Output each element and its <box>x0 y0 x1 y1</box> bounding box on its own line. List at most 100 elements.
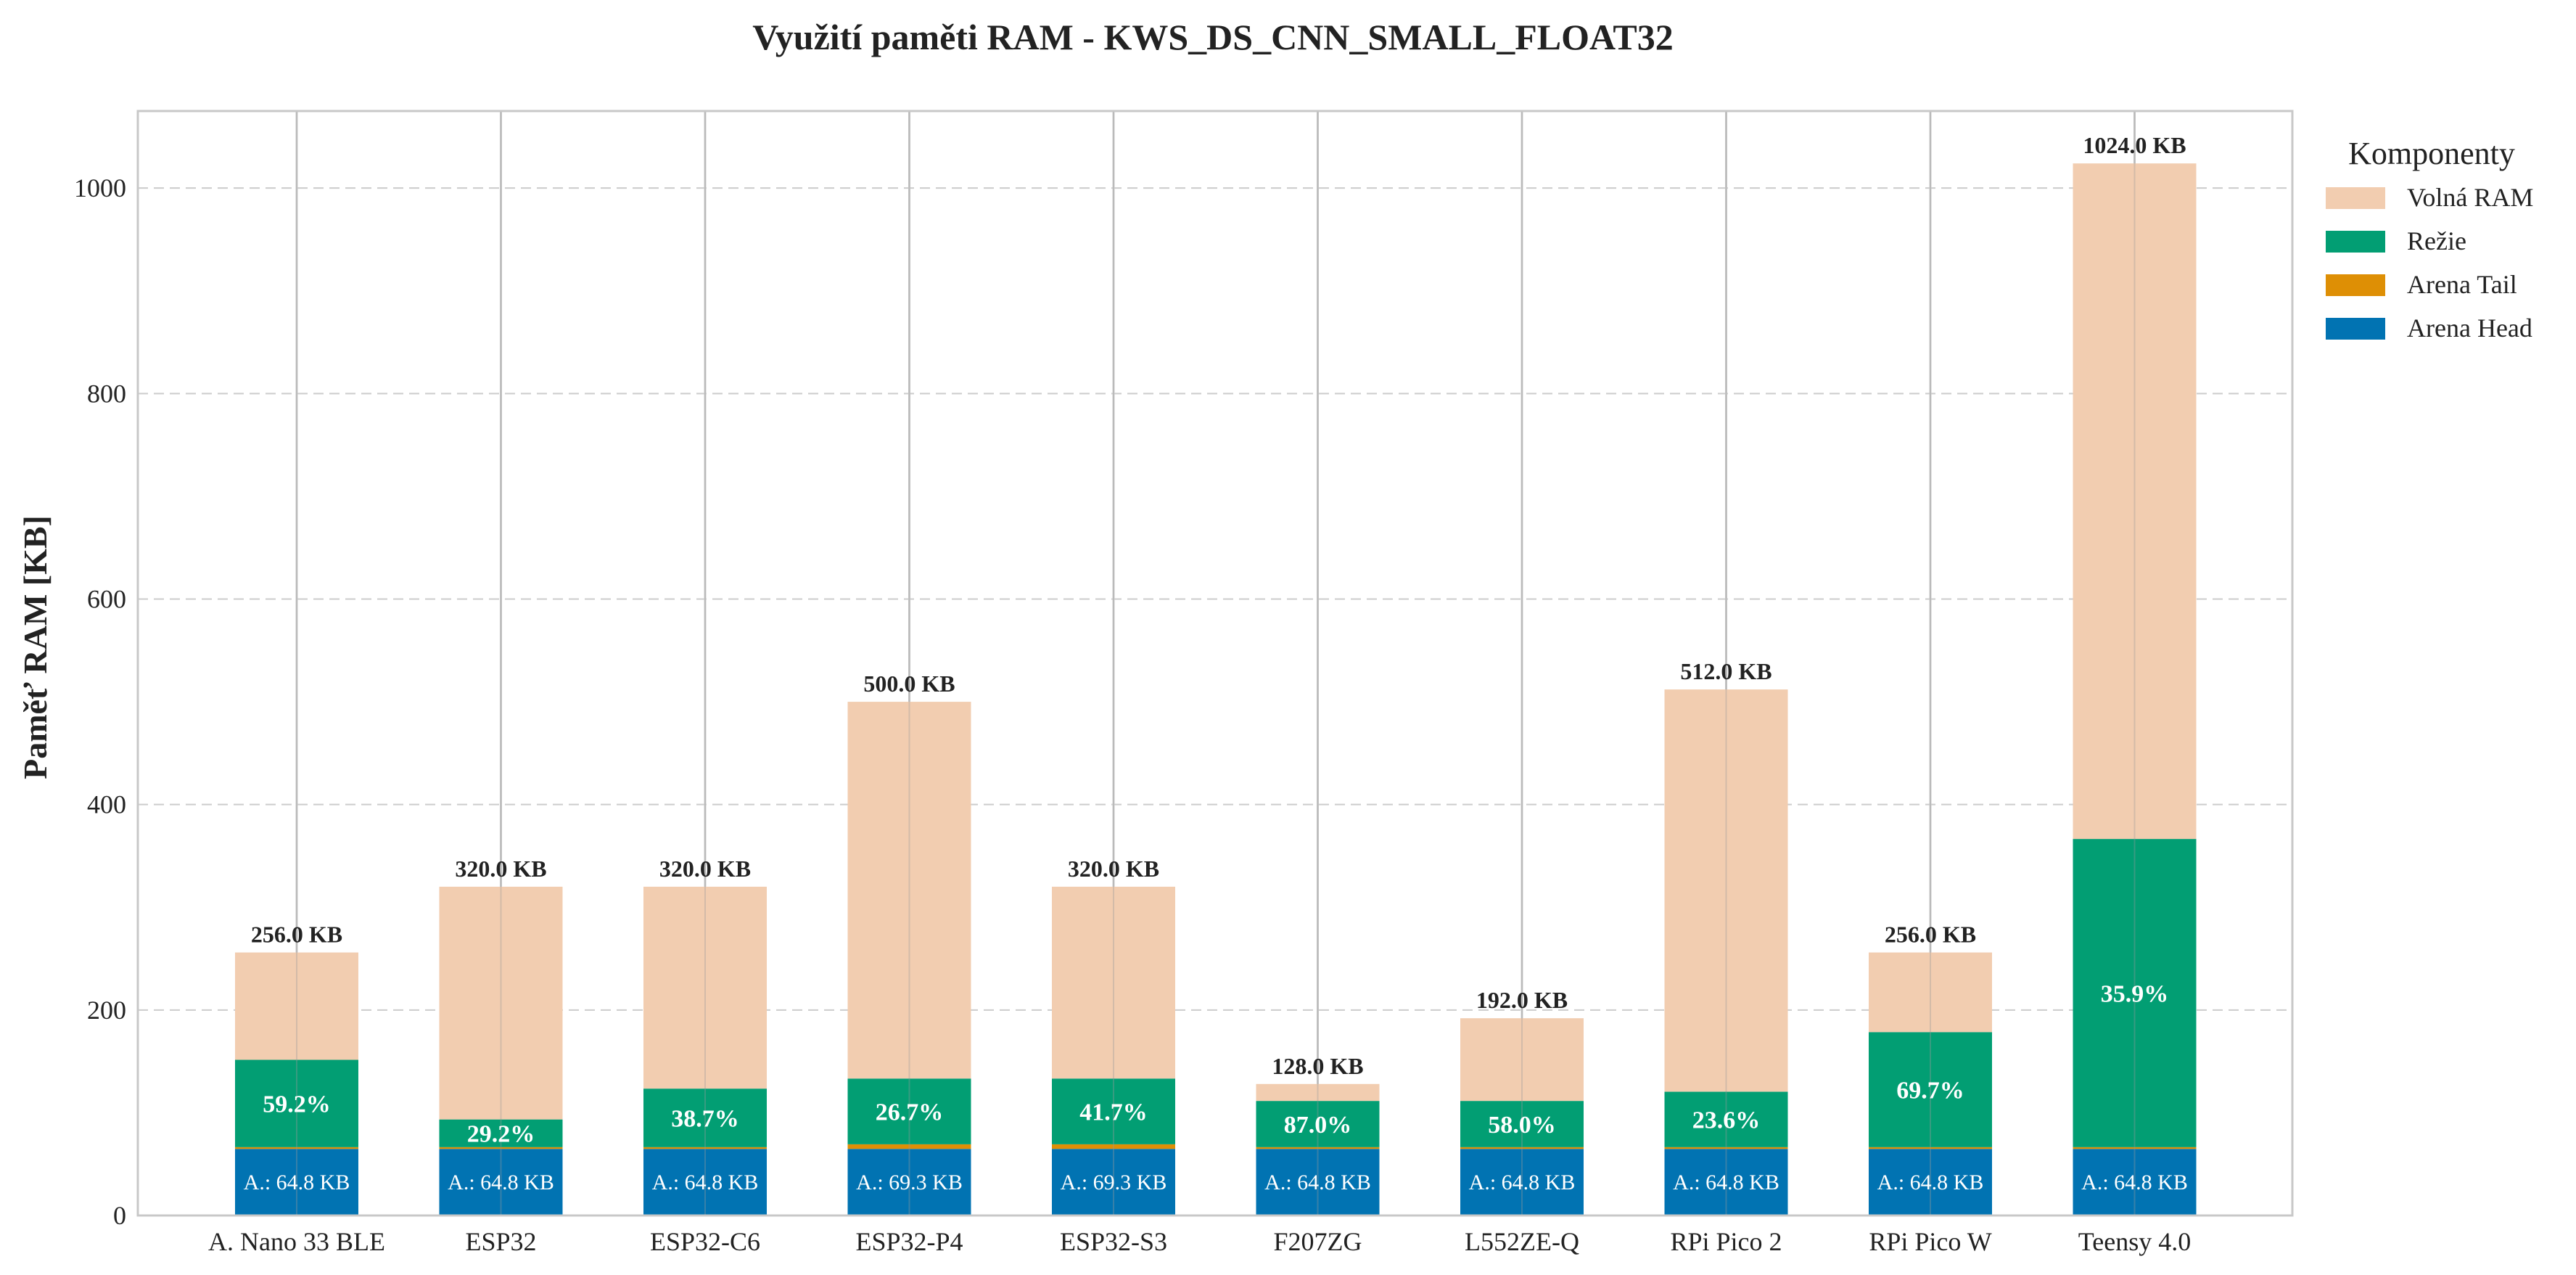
bar-arena-head <box>1869 1149 1992 1215</box>
legend-entry-label: Arena Head <box>2407 313 2532 343</box>
bar-voln-ram <box>643 886 767 1089</box>
bar-re-ie <box>1664 1091 1788 1147</box>
bar-arena-head <box>1664 1149 1788 1215</box>
bar-voln-ram <box>1460 1018 1584 1102</box>
bar-re-ie <box>2073 839 2197 1147</box>
bar-voln-ram <box>2073 163 2197 840</box>
bar-voln-ram <box>847 702 971 1079</box>
percent-label: 35.9% <box>2101 980 2169 1007</box>
total-value-label: 500.0 KB <box>863 671 955 697</box>
bar-re-ie <box>1460 1101 1584 1147</box>
arena-head-label: A.: 64.8 KB <box>1673 1171 1779 1194</box>
plot-frame <box>136 110 2294 1217</box>
x-tick-label: ESP32-S3 <box>1060 1227 1167 1256</box>
x-tick-label: F207ZG <box>1273 1227 1362 1256</box>
x-tick-label: A. Nano 33 BLE <box>208 1227 385 1256</box>
bar-arena-head <box>2073 1149 2197 1215</box>
bar-arena-tail <box>847 1144 971 1149</box>
x-tick-label: RPi Pico 2 <box>1670 1227 1782 1256</box>
bar-arena-tail <box>1256 1147 1380 1149</box>
percent-label: 87.0% <box>1284 1112 1352 1139</box>
bar-re-ie <box>1869 1032 1992 1147</box>
legend-swatch <box>2326 274 2385 296</box>
percent-label: 23.6% <box>1692 1107 1761 1134</box>
legend: Komponenty Volná RAM Režie Arena Tail Arena… <box>2326 136 2533 343</box>
bar-voln-ram <box>1052 886 1175 1079</box>
legend-swatch <box>2326 231 2385 253</box>
bar-voln-ram <box>235 952 358 1060</box>
y-tick-label: 400 <box>87 790 126 819</box>
bar-voln-ram <box>1664 689 1788 1092</box>
total-value-label: 320.0 KB <box>659 856 751 882</box>
percent-label: 69.7% <box>1896 1078 1964 1104</box>
total-value-label: 128.0 KB <box>1272 1053 1363 1079</box>
bar-arena-head <box>439 1149 563 1215</box>
percent-label: 26.7% <box>876 1099 944 1126</box>
arena-head-label: A.: 64.8 KB <box>652 1171 759 1194</box>
y-tick-label: 800 <box>87 379 126 408</box>
legend-swatch <box>2326 187 2385 209</box>
legend-entry-label: Režie <box>2407 226 2466 255</box>
arena-head-label: A.: 64.8 KB <box>1877 1171 1984 1194</box>
y-tick-label: 600 <box>87 585 126 614</box>
total-value-label: 256.0 KB <box>251 922 342 948</box>
percent-label: 41.7% <box>1079 1099 1148 1126</box>
y-tick-label: 0 <box>113 1201 126 1230</box>
percent-label: 29.2% <box>467 1121 535 1148</box>
bar-arena-head <box>1256 1149 1380 1215</box>
bar-re-ie <box>235 1059 358 1147</box>
percent-label: 58.0% <box>1488 1112 1556 1139</box>
bar-arena-tail <box>2073 1147 2197 1149</box>
bar-arena-tail <box>1460 1147 1584 1149</box>
x-tick-label: ESP32 <box>465 1227 536 1256</box>
bar-voln-ram <box>1256 1083 1380 1102</box>
x-tick-label: ESP32-P4 <box>855 1227 963 1256</box>
bar-arena-tail <box>1664 1147 1788 1149</box>
bar-re-ie <box>439 1119 563 1147</box>
total-value-label: 192.0 KB <box>1476 987 1568 1013</box>
legend-title: Komponenty <box>2348 136 2515 171</box>
bar-arena-head <box>643 1149 767 1215</box>
bar-arena-tail <box>643 1147 767 1149</box>
bar-arena-tail <box>1052 1144 1175 1149</box>
bar-arena-head <box>1460 1149 1584 1215</box>
percent-label: 59.2% <box>263 1091 331 1118</box>
total-value-label: 256.0 KB <box>1885 922 1976 948</box>
legend-swatch <box>2326 318 2385 340</box>
total-value-label: 320.0 KB <box>455 856 546 882</box>
bar-re-ie <box>643 1089 767 1147</box>
bar-arena-tail <box>439 1147 563 1149</box>
legend-entry-label: Arena Tail <box>2407 270 2517 299</box>
x-tick-label: RPi Pico W <box>1869 1227 1991 1256</box>
arena-head-label: A.: 64.8 KB <box>1469 1171 1576 1194</box>
arena-head-label: A.: 64.8 KB <box>448 1171 554 1194</box>
arena-head-label: A.: 64.8 KB <box>244 1171 350 1194</box>
bar-voln-ram <box>439 886 563 1120</box>
bar-arena-tail <box>1869 1147 1992 1149</box>
legend-entry-label: Volná RAM <box>2407 183 2533 212</box>
bar-re-ie <box>1256 1101 1380 1147</box>
arena-head-label: A.: 64.8 KB <box>1264 1171 1371 1194</box>
chart-title: Využití paměti RAM - KWS_DS_CNN_SMALL_FL… <box>752 17 1673 57</box>
bar-re-ie <box>1052 1078 1175 1144</box>
arena-head-label: A.: 69.3 KB <box>856 1171 963 1194</box>
plot-area: 0 200 400 600 800 1000 256.0 KB A.: 64.8 KB 59.2… <box>74 110 2294 1256</box>
arena-head-label: A.: 69.3 KB <box>1061 1171 1167 1194</box>
bar-arena-head <box>235 1149 358 1215</box>
total-value-label: 1024.0 KB <box>2083 132 2186 158</box>
bar-arena-head <box>1052 1149 1175 1215</box>
x-tick-label: Teensy 4.0 <box>2078 1227 2191 1256</box>
total-value-label: 512.0 KB <box>1680 658 1771 684</box>
total-value-label: 320.0 KB <box>1068 856 1159 882</box>
bar-voln-ram <box>1869 952 1992 1033</box>
bar-arena-tail <box>235 1147 358 1149</box>
y-tick-label: 200 <box>87 996 126 1025</box>
bar-arena-head <box>847 1149 971 1215</box>
x-tick-label: L552ZE-Q <box>1465 1227 1579 1256</box>
percent-label: 38.7% <box>671 1105 739 1132</box>
y-tick-label: 1000 <box>74 173 126 202</box>
arena-head-label: A.: 64.8 KB <box>2081 1171 2188 1194</box>
y-axis-label: Paměť RAM [KB] <box>17 515 54 779</box>
